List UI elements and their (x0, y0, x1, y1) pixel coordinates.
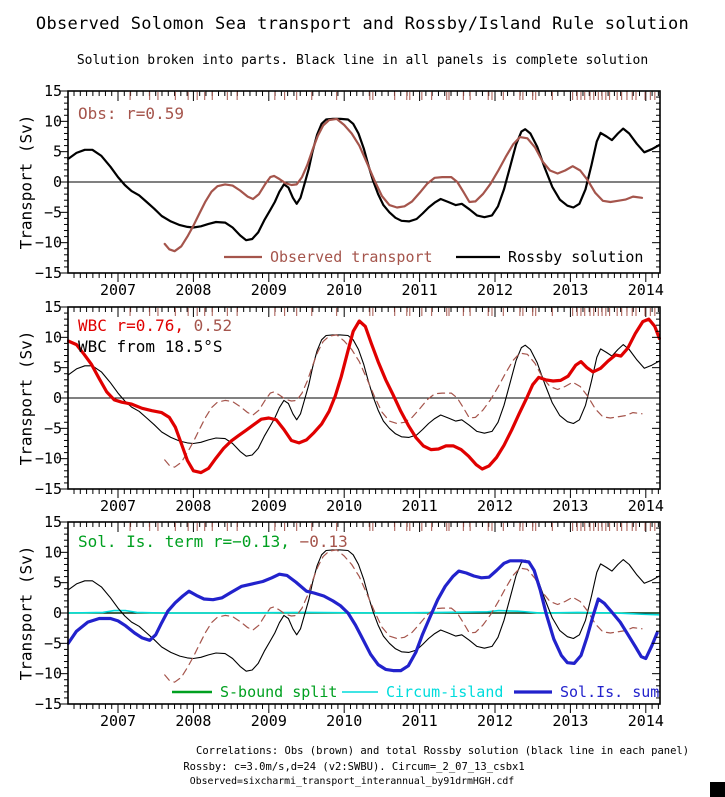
panel-frame (67, 90, 661, 274)
panel-header-line: Obs: r=0.59 (78, 104, 184, 123)
series-rossby (67, 549, 660, 672)
footer-rossby-params: Rossby: c=3.0m/s,d=24 (v2:SWBU). Circum=… (183, 761, 525, 773)
y-tick-label: −15 (35, 264, 62, 282)
x-tick-label: 2008 (175, 281, 211, 299)
y-tick-label: −10 (35, 450, 62, 468)
x-tick-label: 2011 (402, 281, 438, 299)
x-tick-label: 2007 (100, 497, 136, 515)
panel-frame (67, 306, 661, 490)
series-wbc (67, 317, 661, 475)
series-observed (164, 549, 643, 683)
x-tick-label: 2011 (402, 712, 438, 730)
legend-label: Circum-island (386, 683, 503, 701)
y-tick-label: 5 (53, 359, 62, 377)
x-tick-label: 2014 (628, 497, 664, 515)
x-tick-label: 2012 (477, 497, 513, 515)
y-tick-label: −5 (44, 419, 62, 437)
panel-header-line: WBC r=0.76, 0.52 (78, 316, 232, 335)
series-circum (67, 609, 660, 616)
y-tick-label: −10 (35, 665, 62, 683)
solomon-island-panel: 15 10 5 0 −5 −10 −15 2007 2008 2009 2010 2011 2012 20… (35, 513, 664, 730)
series-rossby (67, 117, 661, 242)
x-tick-label: 2011 (402, 497, 438, 515)
y-tick-label: −10 (35, 234, 62, 252)
y-tick-label: 5 (53, 574, 62, 592)
chart-title: Observed Solomon Sea transport and Rossb… (35, 14, 690, 34)
y-tick-label: 15 (44, 82, 62, 100)
legend-label: Observed transport (270, 248, 433, 266)
x-tick-label: 2008 (175, 497, 211, 515)
y-tick-label: 0 (53, 604, 62, 622)
chart-subtitle: Solution broken into parts. Black line i… (76, 53, 649, 68)
x-tick-label: 2007 (100, 712, 136, 730)
x-tick-label: 2012 (477, 281, 513, 299)
y-tick-label: 10 (44, 543, 62, 561)
y-tick-label: 10 (44, 328, 62, 346)
panel-header-line: Sol. Is. term r=−0.13, −0.13 (78, 532, 348, 551)
x-tick-label: 2013 (552, 712, 588, 730)
series-observed (163, 117, 644, 253)
x-tick-label: 2009 (251, 281, 287, 299)
panel-frame (67, 521, 661, 705)
y-tick-label: −15 (35, 480, 62, 498)
x-tick-label: 2012 (477, 712, 513, 730)
corner-mark (710, 782, 725, 797)
x-tick-label: 2009 (251, 497, 287, 515)
legend-label: Sol.Is. sum (560, 683, 659, 701)
y-tick-label: 10 (44, 112, 62, 130)
y-tick-label: −5 (44, 203, 62, 221)
x-tick-label: 2007 (100, 281, 136, 299)
y-tick-label: 0 (53, 173, 62, 191)
y-tick-label: 5 (53, 143, 62, 161)
legend-label: Rossby solution (508, 248, 643, 266)
wbc-panel: 15 10 5 0 −5 −10 −15 2007 2008 2009 2010 2011 2012 20… (35, 298, 664, 515)
y-tick-label: 15 (44, 513, 62, 531)
x-tick-label: 2013 (552, 497, 588, 515)
x-tick-label: 2008 (175, 712, 211, 730)
series-observed (164, 334, 643, 468)
obs-panel: 15 10 5 0 −5 −10 −15 2007 2008 2009 2010 2011 2012 20… (35, 82, 664, 299)
series-solis_sum (67, 559, 659, 673)
series-rossby (67, 334, 660, 457)
y-tick-label: 15 (44, 298, 62, 316)
y-tick-label: 0 (53, 389, 62, 407)
x-tick-label: 2010 (326, 281, 362, 299)
x-tick-label: 2010 (326, 497, 362, 515)
panel-header-line: WBC from 18.5°S (78, 337, 223, 356)
footer-observed-source: Observed=sixcharmi_transport_interannual… (189, 776, 515, 787)
x-tick-label: 2010 (326, 712, 362, 730)
y-tick-label: −15 (35, 695, 62, 713)
footer-correlations-note: Correlations: Obs (brown) and total Ross… (196, 745, 690, 757)
x-tick-label: 2014 (628, 712, 664, 730)
x-tick-label: 2009 (251, 712, 287, 730)
x-tick-label: 2014 (628, 281, 664, 299)
legend-label: S-bound split (220, 683, 337, 701)
x-tick-label: 2013 (552, 281, 588, 299)
y-tick-label: −5 (44, 634, 62, 652)
